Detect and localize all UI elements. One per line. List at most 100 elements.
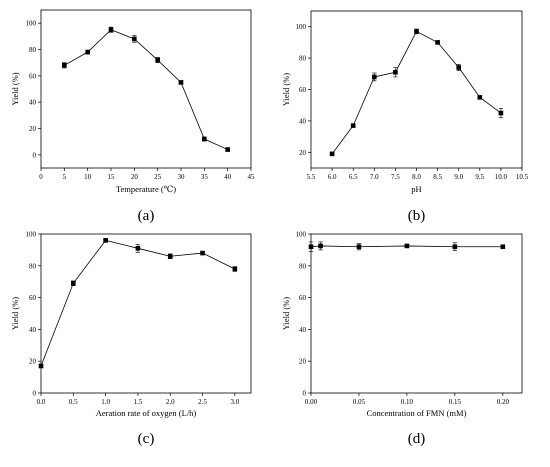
data-point <box>155 57 160 63</box>
data-point <box>108 27 114 33</box>
data-point <box>178 80 184 85</box>
y-axis-title: Yield (%) <box>281 73 291 106</box>
plot-frame <box>310 233 523 394</box>
x-tick-label: 0.00 <box>305 398 318 406</box>
x-axis-title: Temperature (℃) <box>116 184 176 194</box>
y-tick-label: 100 <box>26 20 37 28</box>
y-tick-label: 0 <box>33 151 37 159</box>
panel-d-chart: 0.00 0.05 0.10 0.15 0.20 0 20 40 60 80 100 Concentr… <box>281 231 523 447</box>
x-tick-label: 1.5 <box>134 398 143 406</box>
x-axis-title: Concentration of FMN (mM) <box>367 408 467 418</box>
panel-label: (b) <box>408 208 426 224</box>
data-point <box>103 238 108 243</box>
y-tick-label: 40 <box>299 117 307 125</box>
y-tick-label: 60 <box>29 72 37 80</box>
x-tick-label: 40 <box>224 173 232 181</box>
y-tick-label: 80 <box>29 46 37 54</box>
x-tick-label: 0.0 <box>37 398 46 406</box>
y-tick-label: 100 <box>26 231 37 239</box>
y-tick-label: 100 <box>296 231 307 239</box>
panel-c-chart: 0.0 0.5 1.0 1.5 2.0 2.5 3.0 0 20 40 60 80 100 Aeratio… <box>10 231 252 447</box>
x-tick-label: 0 <box>39 173 43 181</box>
x-tick-label: 0.10 <box>401 398 414 406</box>
y-tick-label: 80 <box>29 262 37 270</box>
x-tick-label: 2.5 <box>198 398 207 406</box>
data-point <box>225 147 230 152</box>
x-tick-label: 3.0 <box>230 398 239 406</box>
series-line <box>331 30 502 155</box>
data-point <box>414 29 419 34</box>
y-tick-label: 20 <box>29 125 37 133</box>
data-point <box>167 253 173 259</box>
y-tick-label: 40 <box>29 99 37 107</box>
data-point <box>350 123 356 128</box>
x-tick-label: 2.0 <box>166 398 175 406</box>
y-tick-label: 40 <box>299 326 307 334</box>
data-point <box>498 110 504 116</box>
y-axis-title: Yield (%) <box>281 297 291 330</box>
data-point <box>435 40 440 45</box>
y-axis-title: Yield (%) <box>10 72 20 105</box>
x-tick-label: 0.05 <box>353 398 366 406</box>
x-tick-label: 0.5 <box>69 398 78 406</box>
panel-label: (d) <box>408 431 426 447</box>
y-tick-label: 20 <box>299 149 307 157</box>
data-point <box>132 36 137 42</box>
y-tick-label: 60 <box>299 86 307 94</box>
x-axis-title: Aeration rate of oxygen (L/h) <box>96 408 197 418</box>
plot-frame <box>40 9 252 169</box>
data-point <box>85 49 90 55</box>
x-tick-label: 20 <box>131 173 139 181</box>
x-tick-label: 0.20 <box>497 398 510 406</box>
x-tick-label: 8.5 <box>433 173 442 181</box>
x-tick-label: 6.5 <box>349 173 358 181</box>
x-tick-label: 15 <box>108 173 116 181</box>
data-point <box>232 266 238 272</box>
x-tick-label: 35 <box>201 173 209 181</box>
x-tick-label: 6.0 <box>328 173 337 181</box>
x-tick-label: 45 <box>248 173 256 181</box>
series-line <box>64 29 228 150</box>
panel-b-chart: 5.5 6.0 6.5 7.0 7.5 8.0 8.5 9.0 9.5 10.0 10.5 20 40 6… <box>281 10 529 224</box>
data-point <box>38 363 44 369</box>
data-point <box>308 244 314 250</box>
x-tick-label: 1.0 <box>101 398 110 406</box>
x-tick-label: 10.0 <box>495 173 508 181</box>
y-tick-label: 100 <box>296 23 307 31</box>
y-tick-label: 60 <box>29 294 37 302</box>
x-tick-label: 9.0 <box>454 173 463 181</box>
x-tick-label: 5.5 <box>307 173 316 181</box>
data-point <box>202 136 207 142</box>
data-point <box>200 250 205 256</box>
plot-frame <box>40 233 252 394</box>
x-tick-label: 7.0 <box>370 173 379 181</box>
y-tick-label: 40 <box>29 326 37 334</box>
plot-frame <box>310 10 523 169</box>
x-tick-label: 9.5 <box>475 173 484 181</box>
x-axis-title: pH <box>411 184 421 194</box>
x-tick-label: 7.5 <box>391 173 400 181</box>
y-tick-label: 60 <box>299 294 307 302</box>
data-point <box>404 243 410 249</box>
y-axis-title: Yield (%) <box>10 297 20 330</box>
y-tick-label: 0 <box>303 390 307 398</box>
panel-label: (a) <box>138 208 155 224</box>
y-tick-label: 0 <box>33 390 37 398</box>
x-tick-label: 10.5 <box>516 173 529 181</box>
x-tick-label: 10 <box>84 173 92 181</box>
series-line <box>40 239 236 367</box>
x-tick-label: 30 <box>178 173 186 181</box>
data-point <box>62 63 67 68</box>
y-tick-label: 80 <box>299 262 307 270</box>
data-point <box>456 65 461 70</box>
data-point <box>372 74 377 80</box>
data-point <box>452 244 458 250</box>
x-tick-label: 25 <box>154 173 162 181</box>
data-point <box>135 246 141 251</box>
data-point <box>318 243 323 249</box>
panel-a-chart: 0 5 10 15 20 25 30 35 40 45 0 20 40 60 80 100 Temperatur… <box>10 9 256 224</box>
data-point <box>500 244 506 250</box>
panel-label: (c) <box>138 431 155 447</box>
data-point <box>477 95 483 100</box>
y-tick-label: 80 <box>299 55 307 63</box>
